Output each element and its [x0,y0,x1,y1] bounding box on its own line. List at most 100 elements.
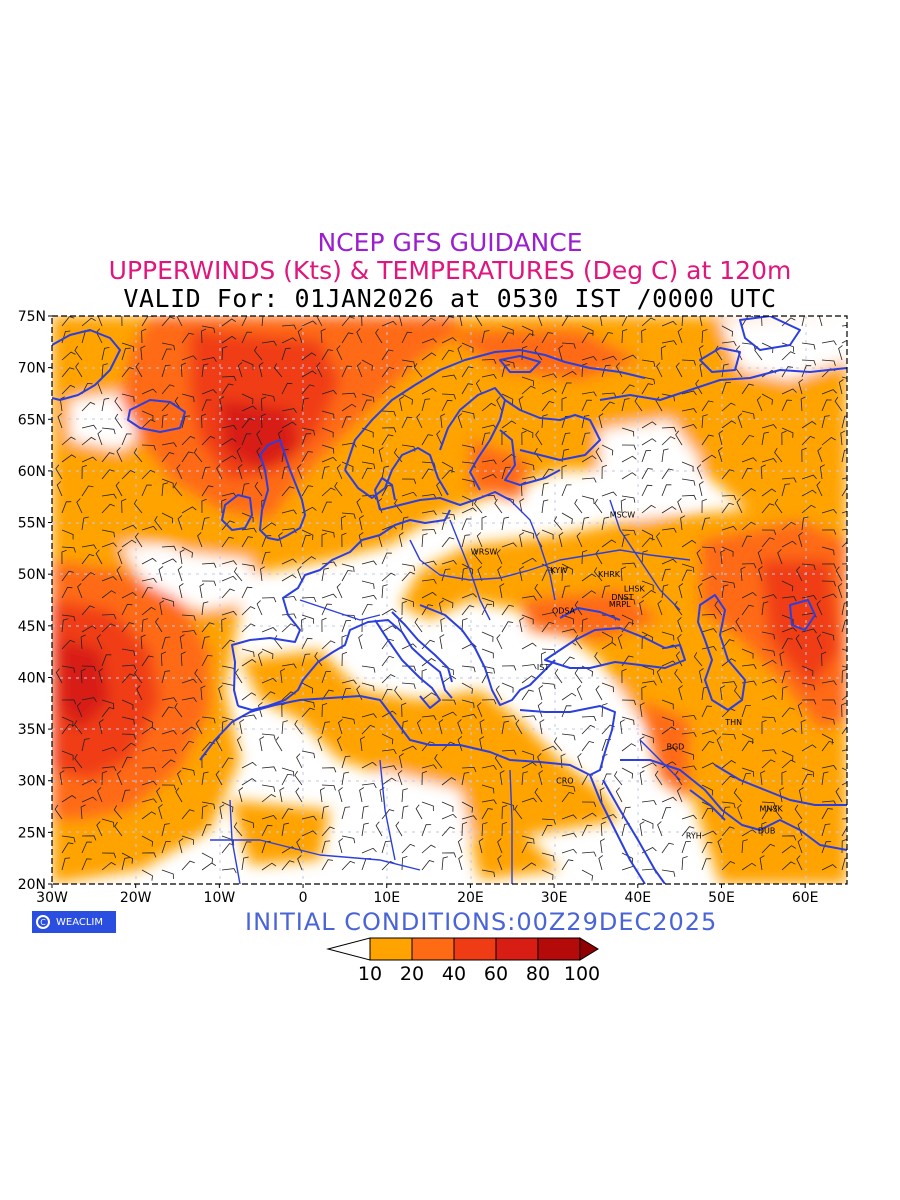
wind-barb [581,363,588,378]
wind-barb [501,821,508,837]
wind-barb [541,332,554,344]
wind-barb [114,413,123,429]
wind-barb [841,648,847,651]
wind-barb [761,488,777,497]
wind-barb [181,767,195,776]
wind-barb [501,715,517,721]
wind-barb [341,512,356,519]
wind-barb [321,617,327,633]
wind-barb [361,665,376,673]
wind-barb [577,753,583,769]
wind-barb [201,716,216,724]
wind-barb [621,427,635,437]
wind-barb [297,855,303,871]
wind-barb [821,389,837,395]
wind-barb [61,750,74,761]
wind-barb [200,685,206,701]
wind-barb [61,549,67,565]
wind-barb [441,777,457,786]
wind-barb [81,544,97,550]
wind-barb [519,498,525,514]
wind-barb [801,447,807,463]
wind-barb [414,617,423,633]
wind-barb [133,499,143,514]
wind-barb [641,438,657,446]
wind-barb [401,516,409,531]
wind-barb [501,805,508,820]
wind-barb [561,563,574,575]
wind-barb [101,469,115,480]
wind-barb [481,402,496,412]
wind-barb [781,483,791,497]
wind-barb [361,682,375,692]
wind-barb [361,444,375,454]
wind-barb [761,537,775,548]
wind-barb [161,558,177,565]
wind-barb [177,770,183,786]
wind-barb [781,342,795,352]
wind-barb [501,430,507,446]
wind-barb [238,787,244,803]
wind-barb [76,498,83,514]
wind-barb [141,469,156,480]
wind-barb [221,610,237,616]
wind-barb [141,780,157,786]
wind-barb [237,362,243,378]
wind-barb [181,697,197,703]
wind-barb [97,430,103,446]
wind-barb [461,507,477,514]
wind-barb [421,434,434,446]
wind-barb [701,807,713,820]
wind-barb [838,345,843,361]
wind-barb [801,516,809,531]
wind-barb [656,362,663,378]
wind-barb [741,521,756,531]
wind-barb [258,362,264,378]
wind-barb [521,595,537,601]
wind-barb [161,384,175,395]
wind-barb [77,583,83,599]
wind-barb [800,719,806,735]
wind-barb [521,557,537,565]
longitude-axis: 30W 20W 10W 0 10E 20E 30E 40E 50E 60E [36,884,818,906]
wind-barb [661,747,677,752]
wind-barb [281,509,297,515]
wind-barb [178,583,184,599]
wind-barb [421,692,437,701]
wind-barb [721,382,731,395]
colorbar-box-40-60 [453,937,497,961]
wind-barb [81,738,90,752]
wind-barb [201,824,212,837]
wind-barb [381,638,395,650]
wind-barb [601,355,617,361]
wind-barb [201,466,211,480]
wind-barb [781,728,797,735]
wind-barb [757,549,763,565]
wind-barb [281,337,297,344]
wind-barb [135,362,143,378]
wind-barb [321,784,336,791]
wind-barb [194,668,203,684]
wind-barb [701,705,713,718]
wind-barb [200,413,207,429]
wind-speed-colorbar: 10 20 40 60 80 100 [326,937,600,985]
lat-label: 75N [18,309,46,325]
wind-barb [140,345,146,361]
wind-barb [320,328,326,344]
wind-barb [641,537,655,548]
wind-barb [273,363,283,378]
wind-barb [601,444,614,456]
weaclim-logo-text: WEACLIM [56,916,104,928]
wind-barb [501,516,510,531]
wind-barb [481,808,493,820]
wind-barb [238,464,243,480]
wind-barb [561,832,577,838]
wind-barb [98,719,104,735]
wind-barb [201,435,216,446]
wind-barb [678,583,684,599]
wind-barb [301,637,313,650]
wind-barb [554,668,563,684]
wind-barb [461,366,474,378]
wind-barb [381,410,396,417]
station-label: MNSK [760,805,784,814]
